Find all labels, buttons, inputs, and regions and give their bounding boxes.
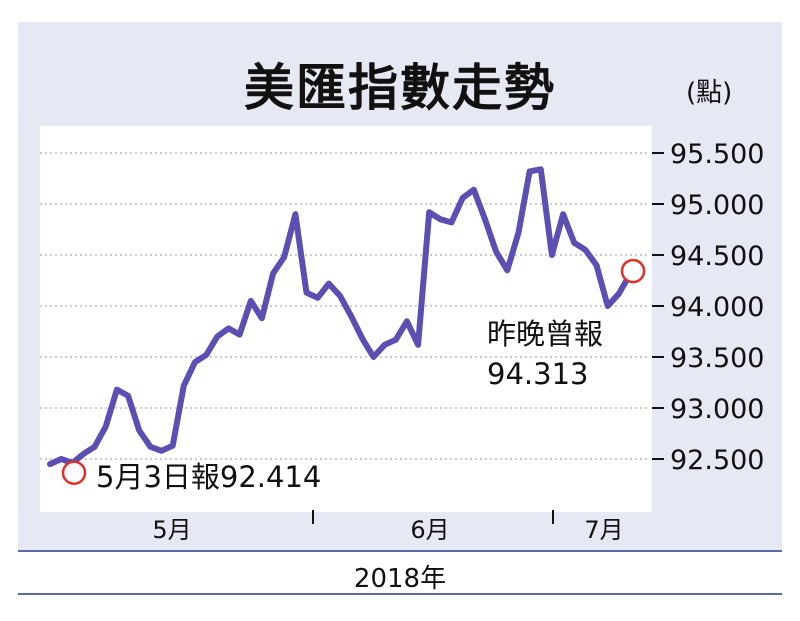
y-tick-label: 92.500: [670, 445, 764, 476]
markers: [61, 258, 646, 486]
unit-label: (點): [686, 78, 733, 108]
grid-lines: [40, 152, 650, 460]
plot-area: [40, 126, 652, 512]
y-tick-label: 94.500: [670, 241, 764, 272]
y-axis: 95.500 95.000 94.500 94.000 93.500 93.000 92.5…: [652, 139, 764, 476]
annotation-end-value: 94.313: [487, 357, 588, 391]
y-tick-label: 95.000: [670, 190, 764, 221]
annotation-start: 5月3日報92.414: [96, 460, 321, 494]
x-tick-label: 6月: [410, 516, 449, 544]
annotations: 5月3日報92.414 昨晚曾報 94.313: [96, 317, 603, 494]
annotation-end-label: 昨晚曾報: [487, 317, 603, 351]
y-tick-label: 93.000: [670, 394, 764, 425]
series-line: [47, 166, 633, 468]
divider-bottom: [18, 593, 782, 595]
divider-top: [18, 550, 782, 552]
year-label: 2018年: [353, 564, 447, 594]
start-marker: [61, 460, 87, 486]
chart-title: 美匯指數走勢: [244, 58, 556, 117]
end-marker: [620, 258, 646, 284]
x-axis: 5月 6月 7月: [152, 510, 624, 544]
y-tick-label: 95.500: [670, 139, 764, 170]
y-tick-label: 93.500: [670, 343, 764, 374]
x-tick-label: 7月: [584, 516, 623, 544]
x-tick-label: 5月: [152, 516, 191, 544]
y-tick-label: 94.000: [670, 292, 764, 323]
